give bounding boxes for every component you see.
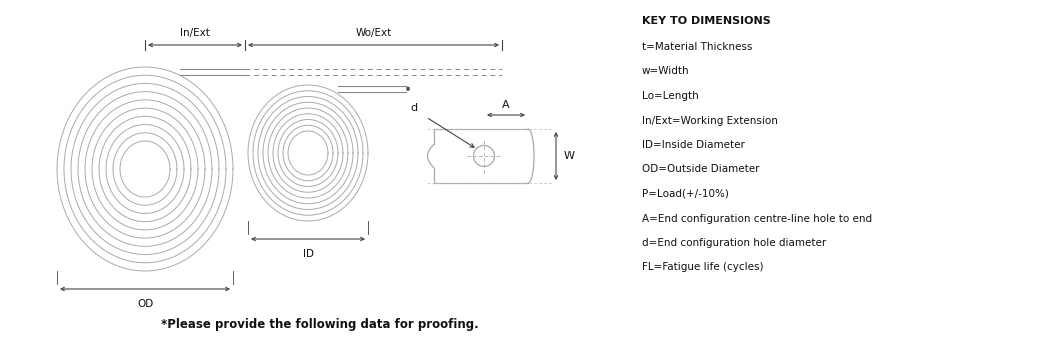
Text: w=Width: w=Width [642,66,690,76]
Text: FL=Fatigue life (cycles): FL=Fatigue life (cycles) [642,263,763,272]
Text: Wo/Ext: Wo/Ext [355,28,391,38]
Text: In/Ext=Working Extension: In/Ext=Working Extension [642,116,778,125]
Text: d: d [410,103,418,113]
Text: ID: ID [302,249,314,259]
Text: Lo=Length: Lo=Length [642,91,699,101]
Text: A: A [502,100,510,110]
Text: ID=Inside Diameter: ID=Inside Diameter [642,140,745,150]
Text: P=Load(+/-10%): P=Load(+/-10%) [642,189,729,199]
Text: OD=Outside Diameter: OD=Outside Diameter [642,164,760,175]
Text: d=End configuration hole diameter: d=End configuration hole diameter [642,238,826,248]
Text: W: W [564,151,575,161]
Text: In/Ext: In/Ext [180,28,210,38]
Text: t=Material Thickness: t=Material Thickness [642,42,753,52]
Text: OD: OD [137,299,153,309]
Text: *Please provide the following data for proofing.: *Please provide the following data for p… [161,318,479,331]
Text: A=End configuration centre-line hole to end: A=End configuration centre-line hole to … [642,213,872,223]
Text: KEY TO DIMENSIONS: KEY TO DIMENSIONS [642,16,771,26]
